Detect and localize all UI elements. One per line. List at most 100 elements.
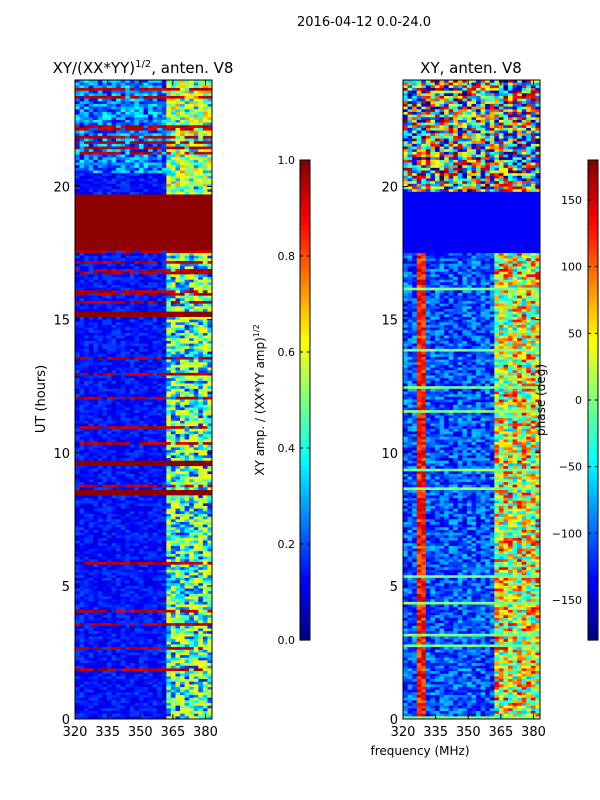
heatmap-cell: [129, 178, 135, 182]
heatmap-cell: [111, 234, 117, 238]
heatmap-cell: [198, 444, 204, 448]
heatmap-cell: [84, 231, 90, 235]
heatmap-cell: [198, 119, 204, 123]
heatmap-cell: [152, 87, 158, 92]
heatmap-cell: [180, 189, 185, 193]
heatmap-cell: [198, 247, 204, 251]
heatmap-cell: [189, 210, 195, 214]
heatmap-cell: [88, 386, 94, 390]
heatmap-cell: [102, 162, 108, 166]
heatmap-cell: [148, 277, 154, 281]
heatmap-cell: [93, 93, 99, 97]
heatmap-cell: [175, 487, 181, 491]
heatmap-cell: [161, 351, 167, 355]
heatmap-cell: [134, 223, 140, 227]
heatmap-cell: [193, 484, 199, 488]
heatmap-cell: [129, 444, 135, 448]
heatmap-cell: [138, 277, 144, 281]
heatmap-cell: [125, 119, 131, 123]
heatmap-cell: [102, 125, 108, 129]
heatmap-cell: [207, 444, 213, 448]
heatmap-cell: [207, 229, 213, 233]
heatmap-cell: [106, 346, 112, 350]
heatmap-cell: [125, 410, 131, 414]
heatmap-cell: [75, 295, 80, 299]
heatmap-cell: [166, 103, 172, 108]
heatmap-cell: [148, 287, 154, 291]
heatmap-cell: [152, 308, 158, 313]
heatmap-cell: [157, 183, 163, 187]
heatmap-cell: [75, 444, 80, 448]
heatmap-cell: [116, 295, 122, 299]
heatmap-cell: [102, 460, 108, 464]
heatmap-cell: [102, 407, 108, 411]
heatmap-cell: [97, 133, 103, 137]
heatmap-cell: [75, 279, 80, 283]
heatmap-cell: [152, 282, 158, 286]
heatmap-cell: [116, 138, 122, 142]
heatmap-cell: [193, 442, 199, 446]
heatmap-cell: [202, 404, 208, 408]
heatmap-cell: [184, 271, 190, 275]
heatmap-cell: [175, 396, 181, 400]
heatmap-cell: [207, 452, 213, 456]
heatmap-cell: [193, 490, 199, 494]
heatmap-cell: [157, 271, 163, 275]
heatmap-cell: [75, 117, 80, 121]
heatmap-cell: [193, 378, 199, 382]
heatmap-cell: [143, 503, 149, 507]
heatmap-cell: [97, 513, 103, 518]
heatmap-cell: [138, 370, 144, 374]
heatmap-cell: [143, 242, 149, 246]
heatmap-cell: [202, 348, 208, 352]
heatmap-cell: [111, 186, 117, 190]
heatmap-cell: [161, 316, 167, 321]
heatmap-cell: [97, 311, 103, 315]
heatmap-cell: [138, 229, 144, 233]
heatmap-cell: [207, 479, 213, 483]
heatmap-cell: [184, 255, 190, 259]
heatmap-cell: [111, 101, 117, 105]
heatmap-cell: [134, 367, 140, 371]
heatmap-cell: [189, 221, 195, 225]
heatmap-cell: [129, 175, 135, 179]
heatmap-cell: [84, 237, 90, 241]
heatmap-cell: [97, 157, 103, 161]
heatmap-cell: [88, 447, 94, 451]
heatmap-cell: [125, 82, 131, 86]
heatmap-cell: [93, 101, 99, 105]
heatmap-cell: [207, 436, 213, 440]
heatmap-cell: [207, 303, 213, 307]
heatmap-cell: [161, 162, 167, 166]
heatmap-cell: [75, 253, 80, 257]
heatmap-cell: [134, 380, 140, 384]
heatmap-cell: [207, 135, 213, 139]
heatmap-cell: [202, 495, 208, 499]
heatmap-cell: [148, 476, 154, 480]
heatmap-cell: [198, 234, 204, 238]
heatmap-cell: [193, 202, 199, 206]
heatmap-cell: [111, 343, 117, 347]
heatmap-cell: [189, 197, 195, 201]
heatmap-cell: [175, 343, 181, 347]
heatmap-cell: [189, 354, 195, 358]
heatmap-cell: [125, 444, 131, 448]
heatmap-cell: [193, 474, 199, 478]
heatmap-cell: [84, 394, 90, 398]
heatmap-cell: [79, 170, 85, 174]
heatmap-cell: [84, 287, 90, 291]
heatmap-cell: [88, 202, 94, 206]
heatmap-cell: [184, 258, 190, 262]
heatmap-cell: [170, 351, 176, 355]
heatmap-cell: [202, 423, 208, 427]
heatmap-cell: [111, 159, 117, 163]
heatmap-cell: [202, 474, 208, 478]
heatmap-cell: [148, 202, 154, 206]
heatmap-cell: [193, 210, 199, 214]
heatmap-cell: [148, 181, 154, 185]
heatmap-cell: [148, 407, 154, 411]
amplitude-title-exponent: 1/2: [135, 59, 151, 70]
heatmap-cell: [170, 335, 176, 339]
heatmap-cell: [116, 135, 122, 139]
heatmap-cell: [125, 95, 131, 100]
